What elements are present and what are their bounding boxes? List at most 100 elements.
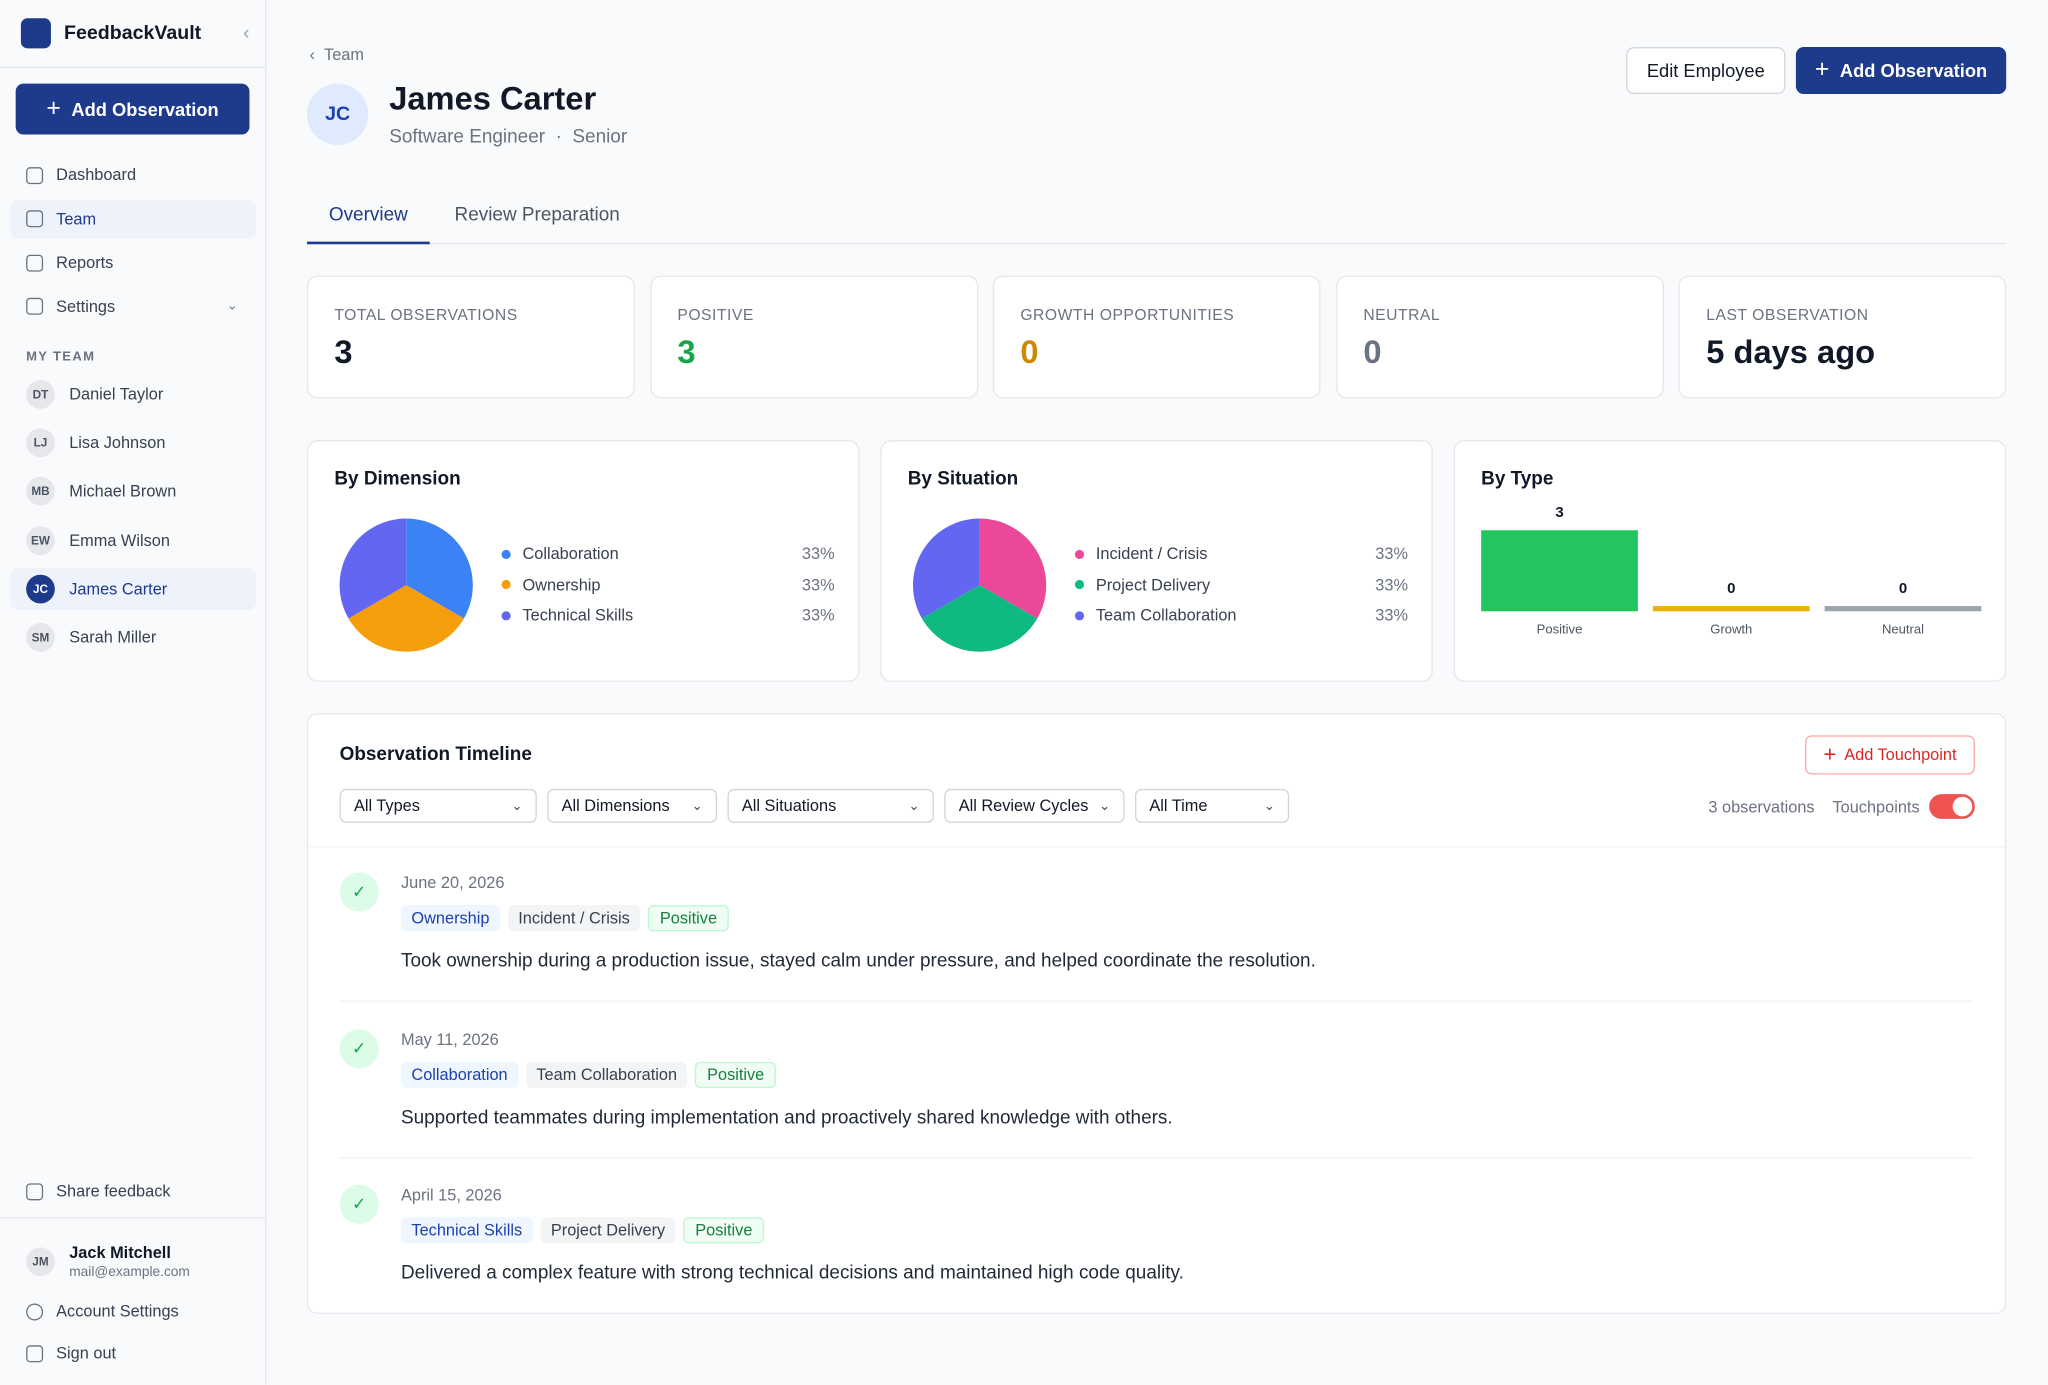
timeline-item: ✓ May 11, 2026 Collaboration Team Collabora… xyxy=(339,1002,1973,1158)
member-name: Lisa Johnson xyxy=(69,433,166,453)
filter-select[interactable]: All Types ⌄ xyxy=(339,788,537,823)
bar-category: Growth xyxy=(1710,621,1752,636)
breadcrumb-label: Team xyxy=(324,45,364,64)
label: Share feedback xyxy=(56,1182,171,1201)
brand: FeedbackVault ‹ xyxy=(20,18,250,49)
sign-out[interactable]: Sign out xyxy=(10,1334,256,1373)
count: 3 observations xyxy=(1708,798,1815,817)
tag: Team Collaboration xyxy=(525,1061,688,1088)
add-touchpoint-button[interactable]: + Add Touchpoint xyxy=(1805,735,1975,775)
pie-slice xyxy=(406,518,473,619)
member-avatar: SM xyxy=(26,623,55,652)
divider xyxy=(0,66,266,68)
legend-item: Technical Skills 33% xyxy=(501,606,835,625)
add-observation-button[interactable]: + Add Observation xyxy=(1795,47,2007,95)
tags: Collaboration Team Collaboration Positive xyxy=(400,1061,784,1088)
pie-slice xyxy=(912,518,980,619)
stat-card: NEUTRAL 0 xyxy=(1335,275,1664,399)
legend-item: Ownership 33% xyxy=(501,575,835,594)
legend-dot xyxy=(501,549,511,559)
tag: Technical Skills xyxy=(400,1217,533,1244)
nav-item[interactable]: Dashboard xyxy=(10,155,256,194)
label: Team xyxy=(56,209,97,228)
chevron: ⌄ xyxy=(1263,798,1275,814)
tag: Incident / Crisis xyxy=(507,905,641,932)
filter-label: All Dimensions xyxy=(561,796,670,816)
legend-label: Collaboration xyxy=(522,544,619,563)
label: Reports xyxy=(56,253,114,272)
bar-category: Neutral xyxy=(1882,621,1924,636)
stat-label: NEUTRAL xyxy=(1363,305,1441,324)
filter-select[interactable]: All Situations ⌄ xyxy=(727,788,934,823)
date: June 20, 2026 xyxy=(400,873,505,893)
tags: Technical Skills Project Delivery Positive xyxy=(400,1217,772,1244)
tab-overview[interactable]: Overview xyxy=(306,205,430,245)
tag: Collaboration xyxy=(400,1061,519,1088)
tab-review[interactable]: Review Preparation xyxy=(454,205,620,226)
employee-name: James Carter xyxy=(389,80,597,118)
nav-item[interactable]: Settings ⌄ xyxy=(10,287,256,326)
tag: Positive xyxy=(648,905,729,932)
observation-text: Supported teammates during implementatio… xyxy=(400,1106,1173,1128)
legend-label: Project Delivery xyxy=(1095,575,1211,594)
bar xyxy=(1824,606,1982,612)
member-name: Daniel Taylor xyxy=(69,385,164,404)
member-avatar: EW xyxy=(26,525,55,555)
legend-dot xyxy=(501,579,511,590)
icon xyxy=(26,210,44,228)
toggle-label: Touchpoints xyxy=(1832,798,1920,817)
legend-item: Incident / Crisis 33% xyxy=(1074,545,1408,563)
team-member[interactable]: SM Sarah Miller xyxy=(10,616,256,658)
legend-item: Collaboration 33% xyxy=(501,544,835,563)
team-member[interactable]: JC James Carter xyxy=(10,567,256,610)
tags: Ownership Incident / Crisis Positive xyxy=(400,905,737,932)
divider xyxy=(308,846,2005,848)
divider xyxy=(339,1000,1973,1002)
nav-item[interactable]: Reports xyxy=(10,243,256,282)
label: Add Touchpoint xyxy=(1844,745,1957,765)
edit-employee-button[interactable]: Edit Employee xyxy=(1626,47,1786,95)
legend-value: 33% xyxy=(801,575,835,594)
level: Senior xyxy=(572,126,628,148)
filter-select[interactable]: All Dimensions ⌄ xyxy=(547,788,718,823)
account-settings[interactable]: Account Settings xyxy=(10,1292,256,1331)
stat-card: GROWTH OPPORTUNITIES 0 xyxy=(992,275,1321,399)
timeline-item: ✓ June 20, 2026 Ownership Incident / Crisis… xyxy=(339,846,1973,1002)
sidebar: FeedbackVault ‹ + Add Observation MY TEAM … xyxy=(0,0,267,1385)
employee-role: Software Engineer · Senior xyxy=(389,126,628,148)
user-name: Jack Mitchell xyxy=(69,1243,171,1262)
divider xyxy=(0,1217,266,1219)
bar-value: 0 xyxy=(1899,580,1907,597)
team-member[interactable]: MB Michael Brown xyxy=(10,471,256,513)
toggle[interactable] xyxy=(1929,794,1975,819)
member-avatar: LJ xyxy=(26,428,55,458)
share-feedback[interactable]: Share feedback xyxy=(10,1172,256,1211)
chart-card: By Type 3 Positive 0 Growth 0 Neutral xyxy=(1453,440,2007,682)
nav-item[interactable]: Team xyxy=(10,199,256,239)
label: Add Observation xyxy=(1839,60,1988,81)
team-member[interactable]: DT Daniel Taylor xyxy=(10,374,256,416)
legend-label: Ownership xyxy=(522,575,601,594)
chevron: ⌄ xyxy=(908,798,920,814)
filter-select[interactable]: All Review Cycles ⌄ xyxy=(944,788,1125,823)
filter-select[interactable]: All Time ⌄ xyxy=(1135,788,1290,823)
observation-text: Delivered a complex feature with strong … xyxy=(400,1263,1184,1284)
brand-name: FeedbackVault xyxy=(63,22,202,45)
stat-value: 5 days ago xyxy=(1706,334,1876,371)
icon xyxy=(26,1344,44,1362)
chevron: ⌄ xyxy=(691,798,703,814)
chevron: ⌄ xyxy=(226,299,238,314)
legend-label: Technical Skills xyxy=(522,606,634,625)
chart-title: By Dimension xyxy=(334,468,461,490)
member-avatar: MB xyxy=(26,477,55,506)
collapse[interactable]: ‹ xyxy=(242,22,250,45)
chevron: ⌄ xyxy=(511,798,523,814)
team-member[interactable]: LJ Lisa Johnson xyxy=(10,422,256,464)
user: JM Jack Mitchell mail@example.com xyxy=(26,1243,190,1280)
filter-label: All Review Cycles xyxy=(958,796,1089,816)
legend-item: Team Collaboration 33% xyxy=(1074,606,1408,624)
add-observation-button[interactable]: + Add Observation xyxy=(15,83,250,135)
breadcrumb[interactable]: ‹ Team xyxy=(309,45,364,64)
tabs-divider xyxy=(306,242,2007,245)
team-member[interactable]: EW Emma Wilson xyxy=(10,519,256,561)
